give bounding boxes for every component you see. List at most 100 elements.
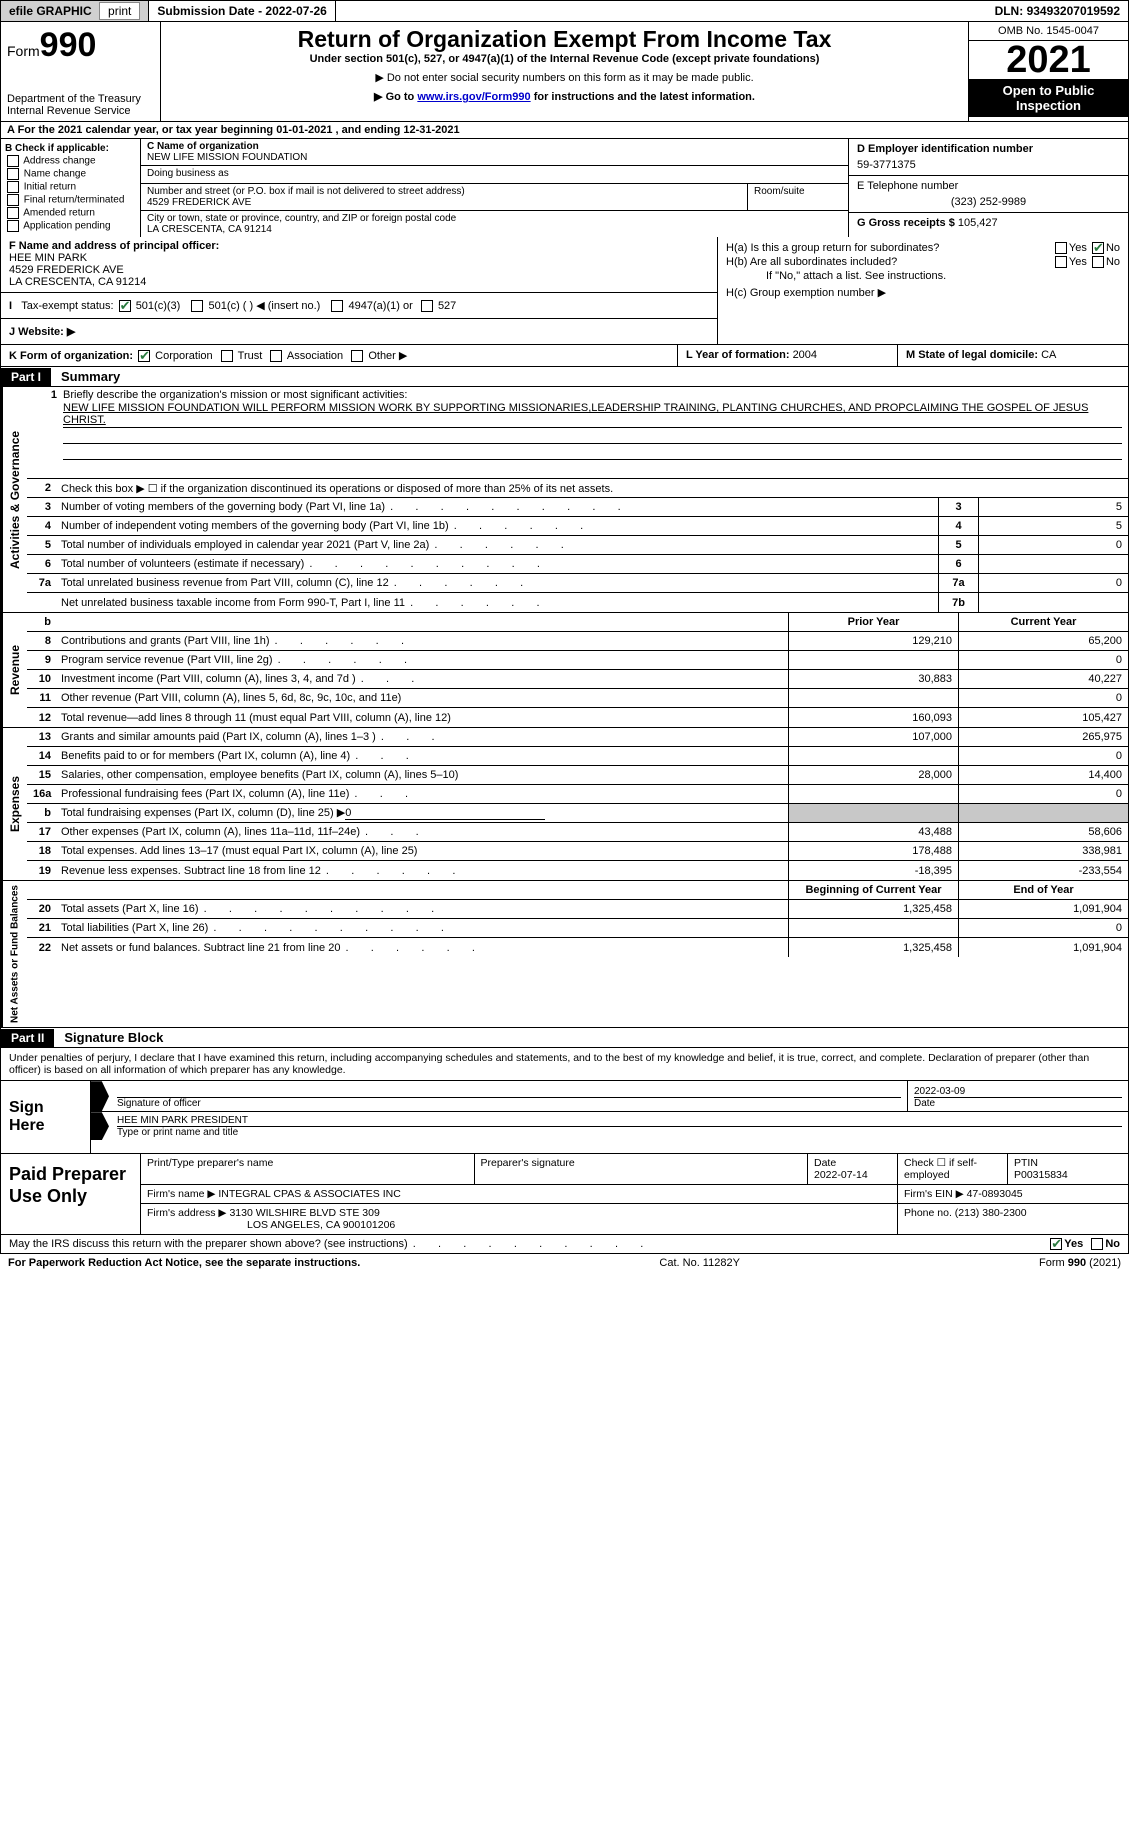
line-16b-text: Total fundraising expenses (Part IX, col… xyxy=(57,805,788,821)
chk-501c3[interactable] xyxy=(119,300,131,312)
chk-discuss-no[interactable] xyxy=(1091,1238,1103,1250)
chk-527[interactable] xyxy=(421,300,433,312)
line-8-curr: 65,200 xyxy=(958,632,1128,650)
form-word: Form xyxy=(7,43,40,59)
line-16b-prior-shaded xyxy=(788,804,958,822)
submission-date-cell: Submission Date - 2022-07-26 xyxy=(149,1,335,21)
line-16b-val: 0 xyxy=(345,807,545,820)
chk-address-change[interactable]: Address change xyxy=(5,155,136,167)
part-1-title: Summary xyxy=(51,367,130,386)
line-3-val: 5 xyxy=(978,498,1128,516)
sign-here-label: Sign Here xyxy=(1,1081,91,1153)
irs-link[interactable]: www.irs.gov/Form990 xyxy=(417,91,530,103)
line-15-text: Salaries, other compensation, employee b… xyxy=(57,768,788,782)
expenses-section: Expenses 13Grants and similar amounts pa… xyxy=(0,728,1129,881)
line-21-prior xyxy=(788,919,958,937)
prep-sig-label: Preparer's signature xyxy=(475,1154,809,1184)
footer-mid: Cat. No. 11282Y xyxy=(659,1257,740,1269)
note2-pre: Go to xyxy=(386,91,418,103)
hdr-curr: Current Year xyxy=(958,613,1128,631)
chk-other[interactable] xyxy=(351,350,363,362)
line-14-prior xyxy=(788,747,958,765)
col-k: K Form of organization: Corporation Trus… xyxy=(1,345,678,366)
chk-501c[interactable] xyxy=(191,300,203,312)
line-15-prior: 28,000 xyxy=(788,766,958,784)
ptin-label: PTIN xyxy=(1014,1157,1038,1169)
firm-addr-label: Firm's address ▶ xyxy=(147,1207,229,1219)
officer-addr2: LA CRESCENTA, CA 91214 xyxy=(9,276,146,288)
efile-text: efile GRAPHIC xyxy=(9,4,92,18)
tax-exempt-label: Tax-exempt status: xyxy=(21,300,113,312)
net-assets-section: Net Assets or Fund Balances Beginning of… xyxy=(0,881,1129,1028)
org-name-value: NEW LIFE MISSION FOUNDATION xyxy=(147,152,842,163)
prep-name-label: Print/Type preparer's name xyxy=(141,1154,475,1184)
officer-label: F Name and address of principal officer: xyxy=(9,240,219,252)
row-klm: K Form of organization: Corporation Trus… xyxy=(0,345,1129,367)
col-b-header: B Check if applicable: xyxy=(5,143,136,154)
k-label: K Form of organization: xyxy=(9,350,133,362)
page-footer: For Paperwork Reduction Act Notice, see … xyxy=(0,1254,1129,1272)
section-fhij: F Name and address of principal officer:… xyxy=(0,237,1129,345)
note2-post: for instructions and the latest informat… xyxy=(534,91,755,103)
form-note-2: Go to www.irs.gov/Form990 for instructio… xyxy=(167,90,962,103)
side-net-assets: Net Assets or Fund Balances xyxy=(1,881,27,1027)
prep-date-label: Date xyxy=(814,1157,836,1169)
sig-arrow-icon xyxy=(91,1081,109,1111)
org-name-label: C Name of organization xyxy=(147,141,842,152)
part-1-header: Part I Summary xyxy=(0,367,1129,387)
line-2-text: Check this box ▶ ☐ if the organization d… xyxy=(57,481,1128,496)
print-button[interactable]: print xyxy=(99,2,140,20)
line-5-val: 0 xyxy=(978,536,1128,554)
col-c-org-info: C Name of organization NEW LIFE MISSION … xyxy=(141,139,848,237)
city-label: City or town, state or province, country… xyxy=(147,213,842,224)
line-7a-val: 0 xyxy=(978,574,1128,592)
chk-trust[interactable] xyxy=(221,350,233,362)
line-20-text: Total assets (Part X, line 16) xyxy=(57,902,788,916)
officer-addr1: 4529 FREDERICK AVE xyxy=(9,264,124,276)
line-22-text: Net assets or fund balances. Subtract li… xyxy=(57,941,788,955)
chk-final-return[interactable]: Final return/terminated xyxy=(5,194,136,206)
chk-name-change[interactable]: Name change xyxy=(5,168,136,180)
chk-initial-return[interactable]: Initial return xyxy=(5,181,136,193)
line-10-prior: 30,883 xyxy=(788,670,958,688)
chk-assoc[interactable] xyxy=(270,350,282,362)
dln-label: DLN: xyxy=(995,4,1027,18)
line-9-prior xyxy=(788,651,958,669)
line-17-prior: 43,488 xyxy=(788,823,958,841)
line-7b-val xyxy=(978,593,1128,612)
ein-label: D Employer identification number xyxy=(857,143,1120,155)
mission-intro: Briefly describe the organization's miss… xyxy=(63,389,1122,401)
header-right: OMB No. 1545-0047 2021 Open to Public In… xyxy=(968,22,1128,121)
line-7a-text: Total unrelated business revenue from Pa… xyxy=(57,576,938,590)
form-subtitle: Under section 501(c), 527, or 4947(a)(1)… xyxy=(167,53,962,65)
dln-value: 93493207019592 xyxy=(1027,4,1120,18)
line-12-text: Total revenue—add lines 8 through 11 (mu… xyxy=(57,711,788,725)
chk-4947[interactable] xyxy=(331,300,343,312)
chk-ha-yes[interactable] xyxy=(1055,242,1067,254)
line-3-text: Number of voting members of the governin… xyxy=(57,500,938,514)
chk-ha-no[interactable] xyxy=(1092,242,1104,254)
dba-label: Doing business as xyxy=(147,168,842,179)
line-15-curr: 14,400 xyxy=(958,766,1128,784)
line-1-num: 1 xyxy=(33,389,63,476)
top-bar: efile GRAPHIC print Submission Date - 20… xyxy=(0,0,1129,22)
chk-corp[interactable] xyxy=(138,350,150,362)
line-19-curr: -233,554 xyxy=(958,861,1128,880)
firm-name-label: Firm's name ▶ xyxy=(147,1188,218,1200)
chk-hb-yes[interactable] xyxy=(1055,256,1067,268)
firm-ein-value: 47-0893045 xyxy=(967,1188,1023,1200)
header-center: Return of Organization Exempt From Incom… xyxy=(161,22,968,121)
part-2-header: Part II Signature Block xyxy=(0,1028,1129,1048)
revenue-section: Revenue bPrior YearCurrent Year 8Contrib… xyxy=(0,613,1129,728)
chk-discuss-yes[interactable] xyxy=(1050,1238,1062,1250)
firm-phone-value: (213) 380-2300 xyxy=(955,1207,1027,1219)
officer-name: HEE MIN PARK xyxy=(9,252,87,264)
line-17-text: Other expenses (Part IX, column (A), lin… xyxy=(57,825,788,839)
line-12-prior: 160,093 xyxy=(788,708,958,727)
line-19-text: Revenue less expenses. Subtract line 18 … xyxy=(57,864,788,878)
chk-amended-return[interactable]: Amended return xyxy=(5,207,136,219)
website-label: J Website: ▶ xyxy=(9,326,75,338)
side-revenue: Revenue xyxy=(1,613,27,727)
chk-application-pending[interactable]: Application pending xyxy=(5,220,136,232)
chk-hb-no[interactable] xyxy=(1092,256,1104,268)
